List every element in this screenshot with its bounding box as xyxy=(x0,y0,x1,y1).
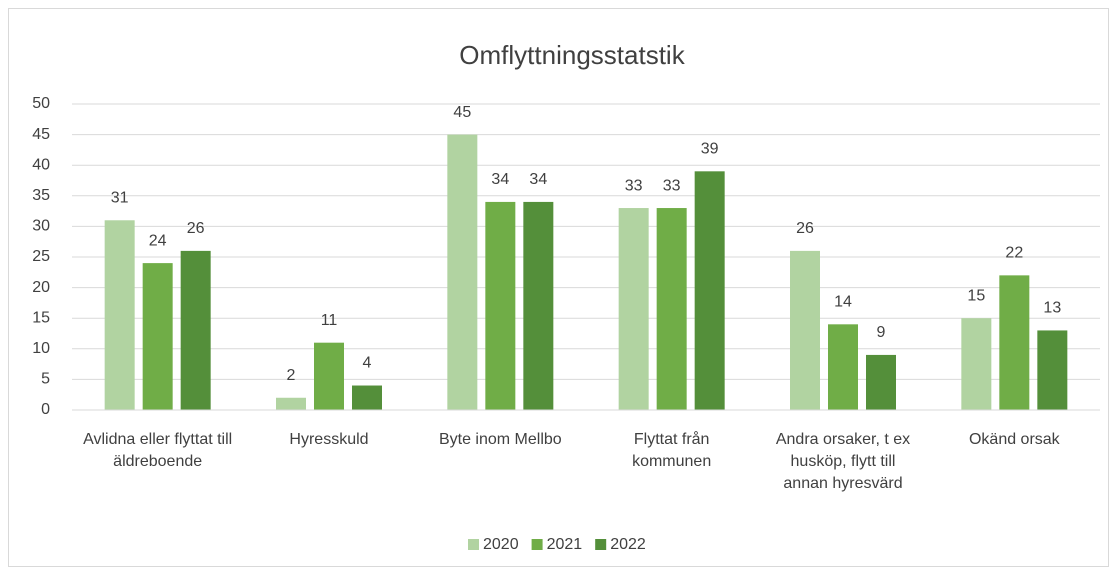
data-label: 2 xyxy=(287,367,296,384)
data-label: 34 xyxy=(491,171,509,188)
data-label: 26 xyxy=(187,220,205,237)
bar xyxy=(961,318,992,410)
y-tick-label: 10 xyxy=(32,340,50,357)
y-tick-label: 15 xyxy=(32,309,50,326)
bar xyxy=(828,324,858,410)
bar xyxy=(1037,330,1068,410)
data-label: 15 xyxy=(967,287,985,304)
chart-title: Omflyttningsstatstik xyxy=(459,40,685,70)
legend-label: 2021 xyxy=(547,536,583,553)
data-label: 33 xyxy=(663,177,681,194)
x-tick-label: Andra orsaker, t ex husköp, flytt till ann… xyxy=(776,431,910,492)
bar xyxy=(142,263,173,410)
data-label: 45 xyxy=(453,104,471,121)
bar xyxy=(866,354,896,410)
y-tick-label: 45 xyxy=(32,126,50,143)
bar xyxy=(447,134,478,410)
bar xyxy=(314,342,344,410)
data-label: 39 xyxy=(701,141,719,158)
x-tick-label: Okänd orsak xyxy=(969,431,1061,448)
bar xyxy=(352,385,382,410)
legend-swatch xyxy=(595,539,607,550)
x-tick-label: Flyttat från kommunen xyxy=(632,430,711,470)
y-tick-label: 30 xyxy=(32,218,50,235)
bar xyxy=(790,250,820,410)
data-label: 14 xyxy=(834,294,852,311)
y-tick-label: 50 xyxy=(32,95,50,112)
data-label: 31 xyxy=(111,189,129,206)
data-label: 13 xyxy=(1043,300,1061,317)
y-tick-label: 5 xyxy=(41,371,50,388)
x-tick-label: Byte inom Mellbo xyxy=(439,431,562,448)
data-label: 24 xyxy=(149,232,167,249)
bar xyxy=(694,171,725,410)
bar xyxy=(656,208,687,410)
y-tick-label: 0 xyxy=(41,401,50,418)
bar xyxy=(276,397,306,410)
legend-label: 2022 xyxy=(610,536,646,553)
y-tick-label: 20 xyxy=(32,279,50,296)
legend-swatch xyxy=(531,539,543,550)
data-label: 4 xyxy=(363,355,372,372)
bar xyxy=(523,201,554,410)
data-label: 9 xyxy=(877,324,886,341)
data-label: 22 xyxy=(1005,245,1023,262)
data-label: 11 xyxy=(321,312,338,329)
y-tick-label: 25 xyxy=(32,248,50,265)
x-tick-label: Hyresskuld xyxy=(289,431,368,448)
data-label: 26 xyxy=(796,220,814,237)
legend-label: 2020 xyxy=(483,536,519,553)
x-tick-label: Avlidna eller flyttat till äldreboende xyxy=(83,431,232,470)
bar xyxy=(485,201,516,410)
data-label: 34 xyxy=(529,171,547,188)
data-label: 33 xyxy=(625,177,643,194)
bar xyxy=(618,208,649,410)
bar xyxy=(999,275,1030,410)
bar xyxy=(104,220,135,410)
bar xyxy=(180,250,211,410)
y-tick-label: 40 xyxy=(32,156,50,173)
y-tick-label: 35 xyxy=(32,187,50,204)
legend-swatch xyxy=(468,539,479,550)
